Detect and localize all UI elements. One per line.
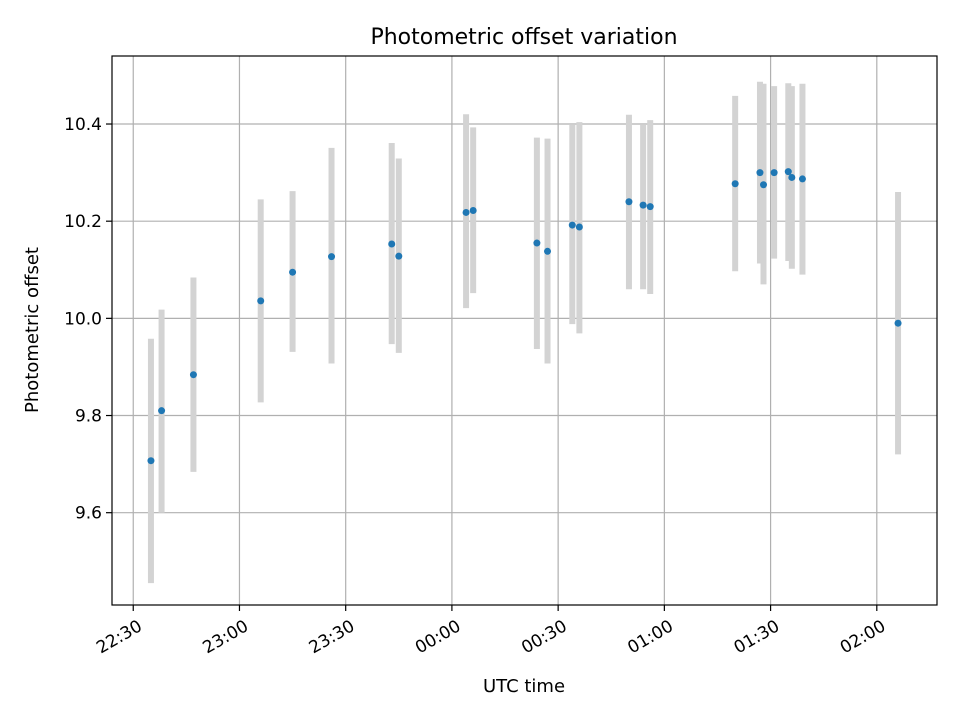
data-point: [388, 240, 396, 248]
data-point: [798, 175, 806, 183]
data-points: [147, 168, 902, 465]
data-point: [469, 206, 477, 214]
data-point: [894, 319, 902, 327]
data-point: [639, 201, 647, 209]
y-tick-label: 9.6: [75, 504, 102, 524]
data-point: [575, 223, 583, 231]
data-point: [760, 181, 768, 189]
data-point: [646, 203, 654, 211]
chart-title: Photometric offset variation: [370, 25, 677, 50]
data-point: [788, 173, 796, 181]
data-point: [625, 198, 633, 206]
y-tick-label: 10.2: [64, 212, 102, 232]
data-point: [770, 169, 778, 177]
data-point: [731, 180, 739, 188]
data-point: [189, 371, 197, 379]
data-point: [568, 221, 576, 229]
data-point: [756, 169, 764, 177]
y-tick-label: 9.8: [75, 407, 102, 427]
y-axis-label: Photometric offset: [22, 247, 43, 413]
plot-frame: [111, 55, 938, 606]
data-point: [257, 297, 265, 305]
y-tick-label: 10.4: [64, 115, 102, 135]
data-point: [544, 247, 552, 255]
data-point: [784, 168, 792, 176]
data-point: [289, 268, 297, 276]
data-point: [158, 407, 166, 415]
y-tick-label: 10.0: [64, 309, 102, 329]
data-point: [462, 208, 470, 216]
data-point: [328, 253, 336, 261]
y-axis-ticks: 9.6 9.8 10.0 10.2 10.4: [64, 115, 112, 524]
data-point: [147, 457, 155, 465]
x-axis-label: UTC time: [483, 676, 565, 697]
data-point: [395, 252, 403, 260]
data-point: [533, 239, 541, 247]
